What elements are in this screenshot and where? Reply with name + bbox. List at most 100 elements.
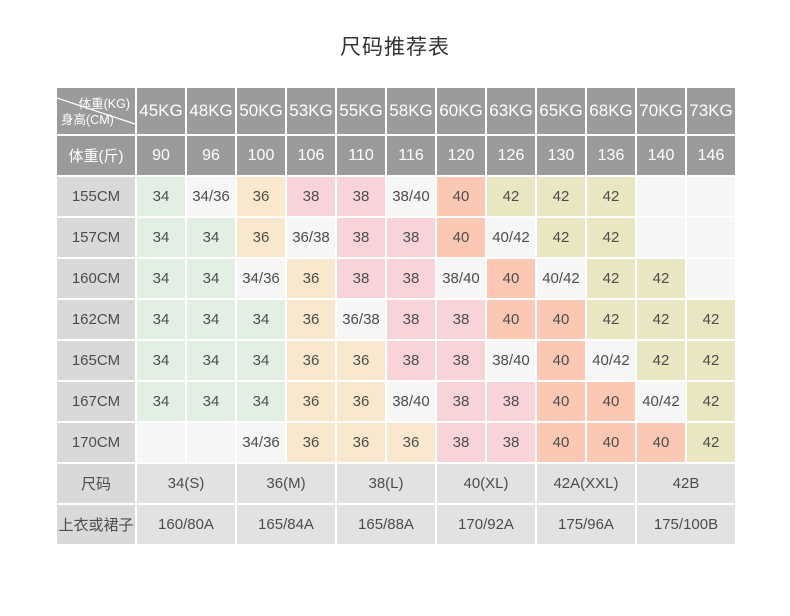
size-cell: 36 [287,300,335,339]
size-cell: 36 [287,382,335,421]
height-label-cell: 162CM [57,300,135,339]
height-label-cell: 155CM [57,177,135,216]
jin-value-cell: 136 [587,136,635,175]
size-cell: 40 [537,300,585,339]
size-cell: 40/42 [637,382,685,421]
size-cell [637,177,685,216]
size-cell [637,218,685,257]
size-cell: 34 [237,341,285,380]
size-cell: 38/40 [387,177,435,216]
height-row: 160CM 34 34 34/36 36 38 38 38/40 40 40/42 42 42 [57,259,735,298]
size-chart-table: 体重(KG) 身高(CM) 45KG 48KG 50KG 53KG 55KG 58KG 60KG… [55,86,737,546]
size-group-cell: 34(S) [137,464,235,503]
size-cell: 36 [287,341,335,380]
size-cell: 42 [637,300,685,339]
size-cell: 40 [587,382,635,421]
kg-header-cell: 68KG [587,88,635,134]
size-cell: 38/40 [437,259,485,298]
size-cell: 38 [387,300,435,339]
size-cell: 42 [587,218,635,257]
kg-header-cell: 63KG [487,88,535,134]
size-cell: 38 [387,259,435,298]
size-cell: 40 [587,423,635,462]
size-cell: 40/42 [487,218,535,257]
size-cell: 34/36 [237,259,285,298]
size-cell: 36 [237,218,285,257]
size-group-cell: 42B [637,464,735,503]
garment-row: 上衣或裙子 160/80A 165/84A 165/88A 170/92A 175/96A… [57,505,735,544]
size-group-cell: 42A(XXL) [537,464,635,503]
size-row: 尺码 34(S) 36(M) 38(L) 40(XL) 42A(XXL) 42B [57,464,735,503]
jin-value-cell: 116 [387,136,435,175]
size-cell: 38/40 [487,341,535,380]
size-cell: 40 [637,423,685,462]
size-cell: 34 [187,382,235,421]
height-row: 157CM 34 34 36 36/38 38 38 40 40/42 42 42 [57,218,735,257]
jin-value-cell: 140 [637,136,685,175]
kg-header-cell: 70KG [637,88,685,134]
corner-weight-label: 体重(KG) [78,97,130,111]
size-cell: 36 [337,341,385,380]
garment-spec-cell: 175/96A [537,505,635,544]
size-cell: 40 [487,300,535,339]
size-cell: 38 [487,423,535,462]
size-cell: 36 [287,259,335,298]
size-cell: 36/38 [337,300,385,339]
size-cell: 38 [437,382,485,421]
size-cell [687,218,735,257]
size-cell: 38 [437,300,485,339]
size-cell: 36 [287,423,335,462]
size-cell: 34 [237,300,285,339]
size-cell: 40/42 [537,259,585,298]
size-cell: 38 [437,423,485,462]
size-cell: 34 [137,259,185,298]
jin-value-cell: 100 [237,136,285,175]
height-label-cell: 170CM [57,423,135,462]
size-cell: 36 [337,382,385,421]
size-cell: 38 [387,341,435,380]
size-cell: 34 [187,341,235,380]
size-cell: 36/38 [287,218,335,257]
jin-value-cell: 106 [287,136,335,175]
size-cell: 38 [387,218,435,257]
size-cell: 36 [387,423,435,462]
kg-header-cell: 50KG [237,88,285,134]
size-cell: 42 [587,259,635,298]
size-row-label-cell: 尺码 [57,464,135,503]
jin-value-cell: 90 [137,136,185,175]
size-chart-page: 尺码推荐表 体重(KG) 身高(CM) 45KG 48KG 50KG 53KG 55KG 58… [0,31,790,546]
size-cell: 42 [587,177,635,216]
jin-label-cell: 体重(斤) [57,136,135,175]
size-cell: 40/42 [587,341,635,380]
kg-header-cell: 58KG [387,88,435,134]
size-cell: 38 [287,177,335,216]
size-cell: 40 [537,341,585,380]
corner-height-label: 身高(CM) [61,113,114,127]
garment-spec-cell: 175/100B [637,505,735,544]
diagonal-divider-line [57,97,135,125]
size-group-cell: 40(XL) [437,464,535,503]
corner-header-cell: 体重(KG) 身高(CM) [57,88,135,134]
size-cell: 38 [337,177,385,216]
size-cell: 34 [137,341,185,380]
garment-spec-cell: 165/84A [237,505,335,544]
size-cell: 42 [637,341,685,380]
kg-header-cell: 60KG [437,88,485,134]
table-body: 体重(KG) 身高(CM) 45KG 48KG 50KG 53KG 55KG 58KG 60KG… [57,88,735,544]
size-cell: 38/40 [387,382,435,421]
height-label-cell: 165CM [57,341,135,380]
garment-row-label-cell: 上衣或裙子 [57,505,135,544]
size-cell: 38 [337,259,385,298]
size-cell: 42 [687,382,735,421]
size-cell: 42 [537,218,585,257]
size-cell: 36 [337,423,385,462]
height-label-cell: 167CM [57,382,135,421]
garment-spec-cell: 170/92A [437,505,535,544]
height-label-cell: 160CM [57,259,135,298]
size-cell: 34 [187,259,235,298]
size-cell: 42 [537,177,585,216]
size-cell: 42 [687,423,735,462]
size-cell: 34/36 [237,423,285,462]
size-cell: 42 [637,259,685,298]
size-cell: 34 [187,300,235,339]
